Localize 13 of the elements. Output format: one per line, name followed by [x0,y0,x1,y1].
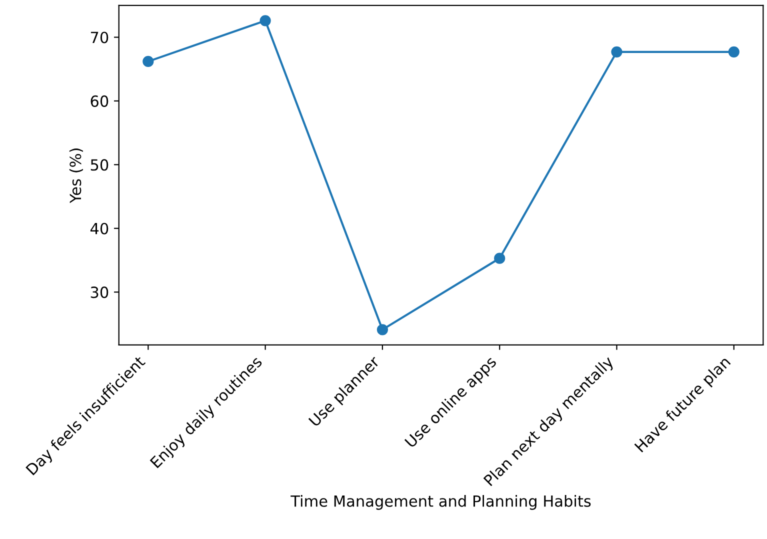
y-tick-label: 60 [90,95,108,107]
point [142,56,154,68]
point [494,252,506,264]
y-tick-label: 50 [90,159,108,171]
y-axis-title: Yes (%) [69,148,84,204]
point [611,46,622,58]
y-tick-label: 30 [90,286,108,298]
point [376,324,388,336]
x-axis-title: Time Management and Planning Habits [290,495,591,510]
y-tick-label: 40 [90,222,108,234]
y-tick-label: 70 [90,32,108,44]
point [728,46,740,58]
point [260,15,271,26]
